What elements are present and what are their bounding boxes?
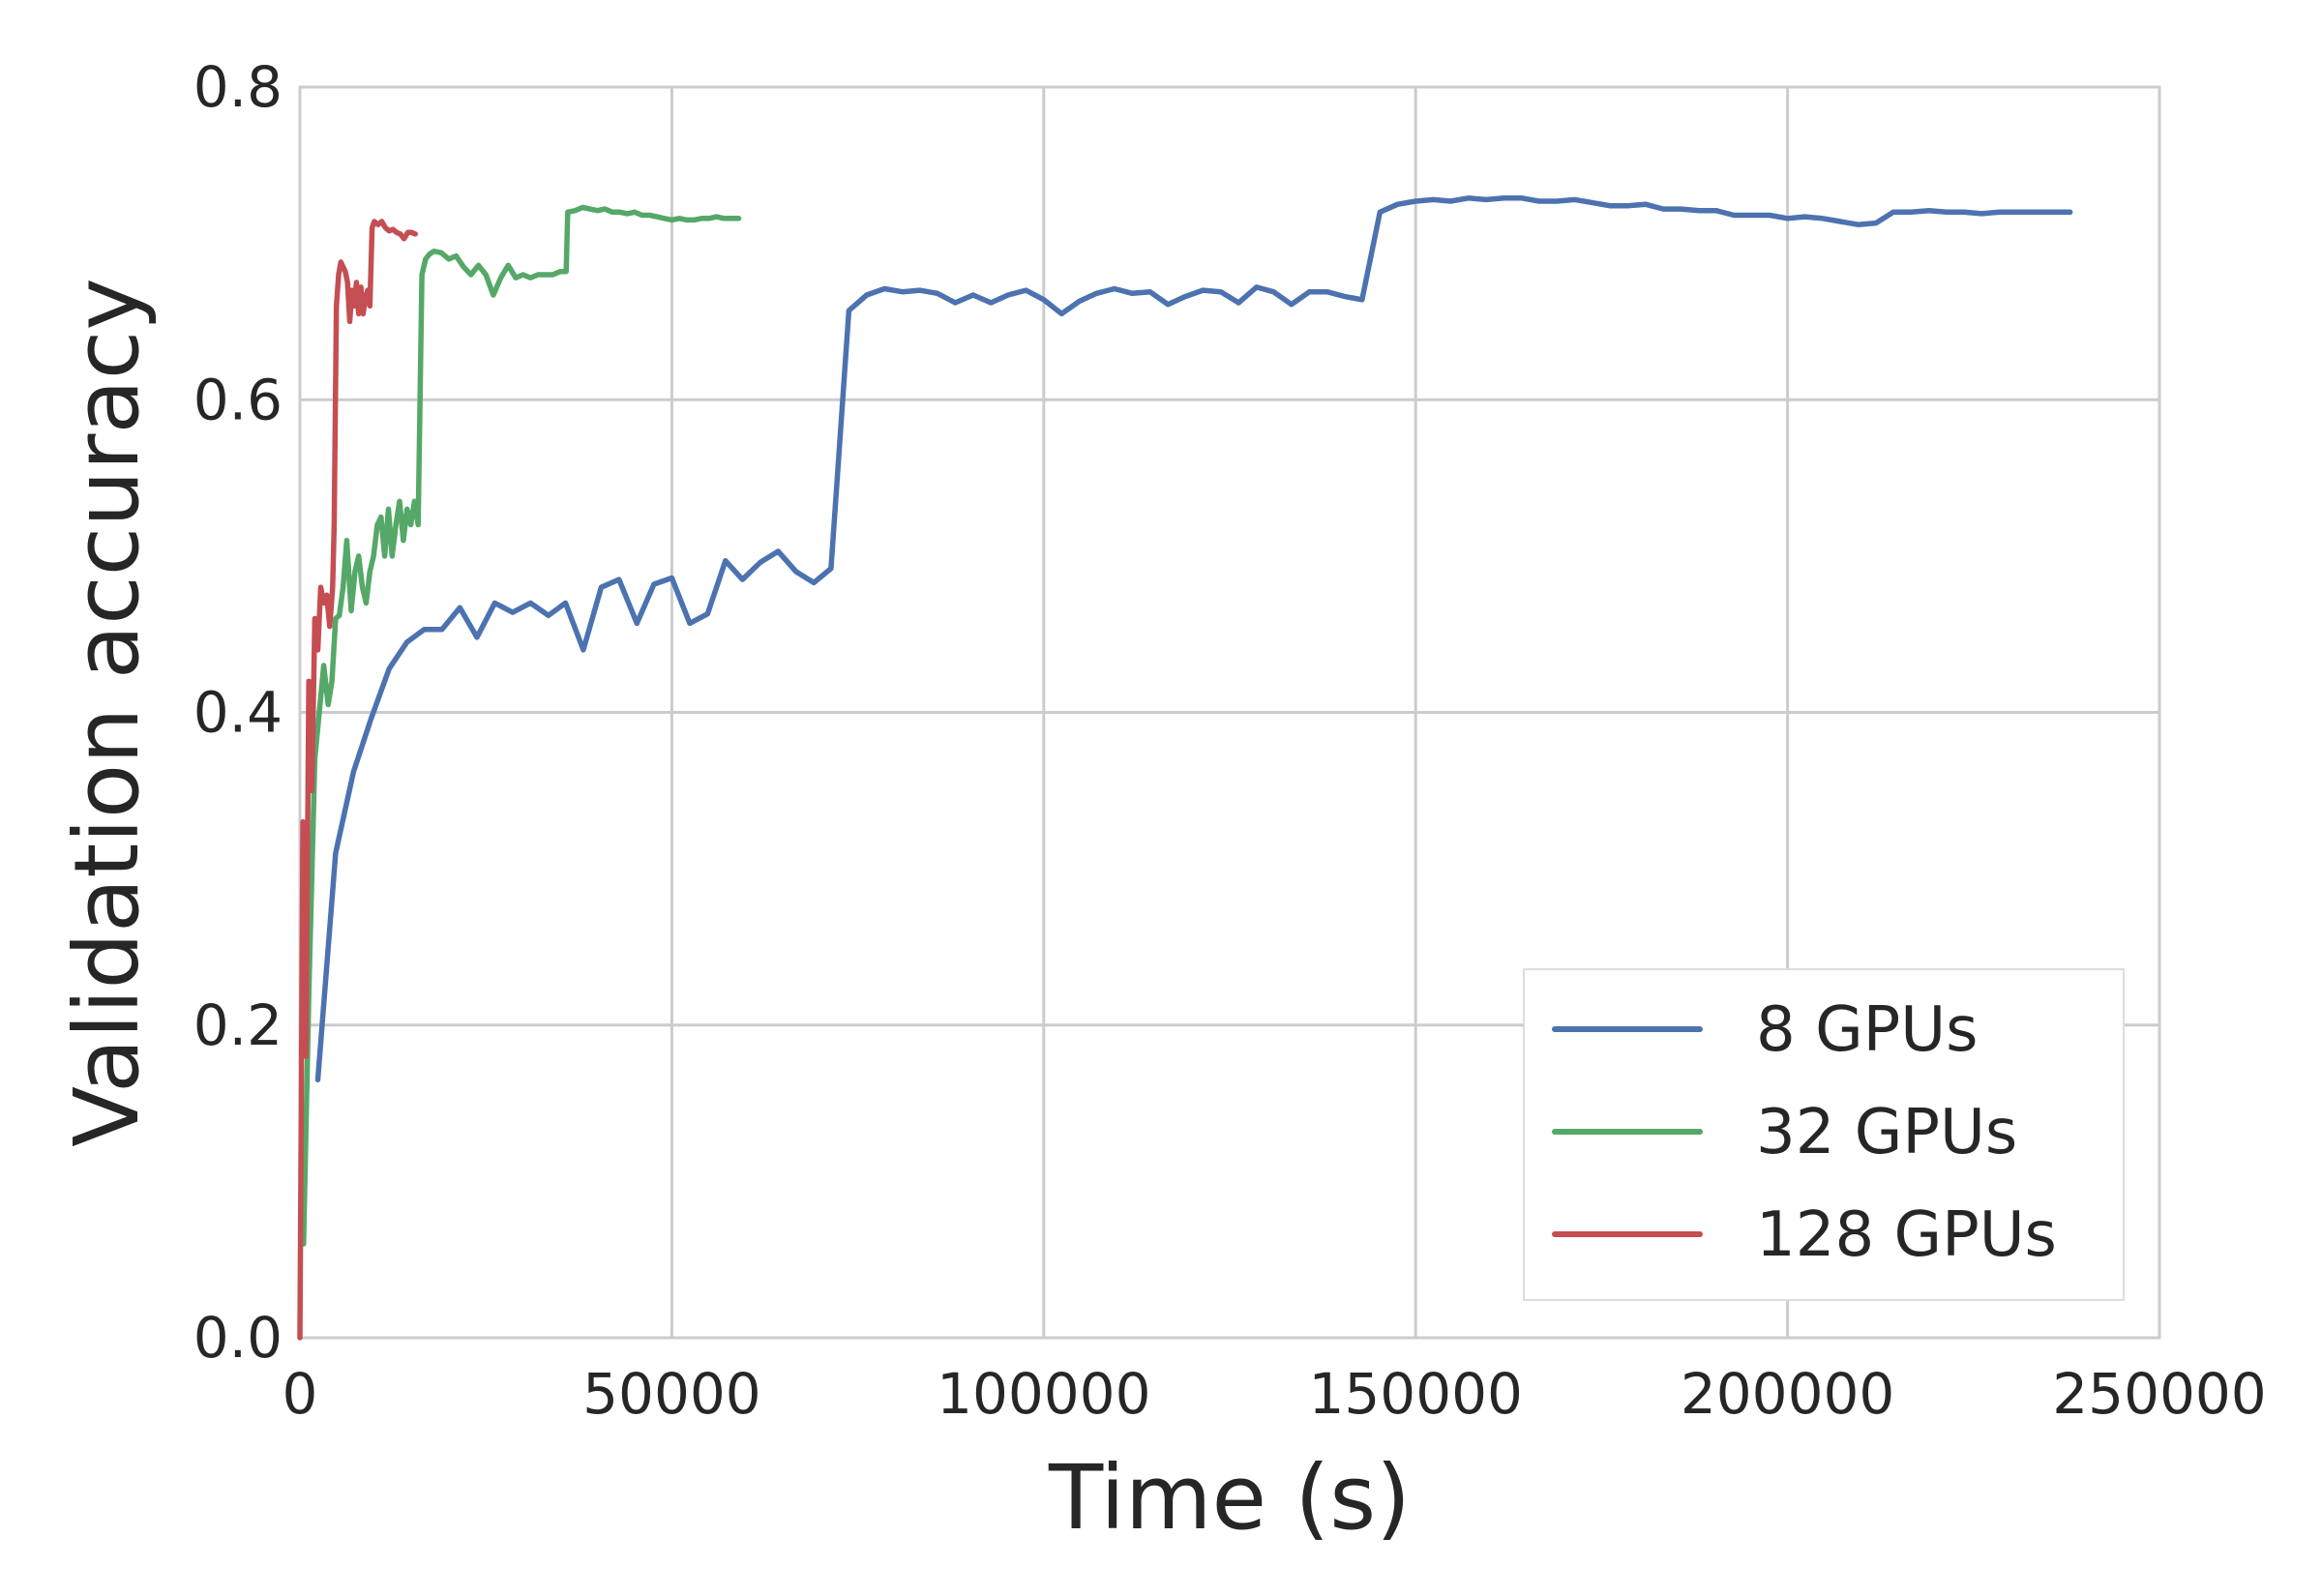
- y-tick-label: 0.8: [194, 54, 283, 120]
- y-tick-label: 0.2: [194, 992, 283, 1058]
- y-tick-label: 0.6: [194, 367, 283, 432]
- x-tick-label: 100000: [937, 1361, 1150, 1427]
- y-tick-label: 0.4: [194, 680, 283, 746]
- x-tick-label: 250000: [2052, 1361, 2266, 1427]
- legend: 8 GPUs 32 GPUs 128 GPUs: [1523, 968, 2125, 1301]
- y-tick-labels: 0.0 0.2 0.4 0.6 0.8: [194, 54, 283, 1371]
- x-tick-label: 0: [283, 1361, 318, 1427]
- y-tick-label: 0.0: [194, 1305, 283, 1371]
- x-tick-label: 50000: [582, 1361, 761, 1427]
- plot-frame: [298, 85, 2161, 1340]
- legend-entry-label: 128 GPUs: [1756, 1199, 2057, 1271]
- x-tick-label: 150000: [1308, 1361, 1522, 1427]
- legend-entry-label: 8 GPUs: [1756, 994, 1978, 1066]
- x-axis-label: Time (s): [1048, 1446, 1411, 1550]
- x-tick-label: 200000: [1681, 1361, 1894, 1427]
- y-axis-label: Validation accuracy: [55, 278, 159, 1147]
- legend-entry-label: 32 GPUs: [1756, 1097, 2017, 1168]
- series-line-1: [301, 204, 742, 1247]
- series-line-2: [297, 219, 418, 1341]
- x-tick-labels: 0 50000 100000 150000 200000 250000: [283, 1361, 2267, 1427]
- series-line-0: [314, 195, 2073, 1083]
- series-layer: [297, 195, 2073, 1341]
